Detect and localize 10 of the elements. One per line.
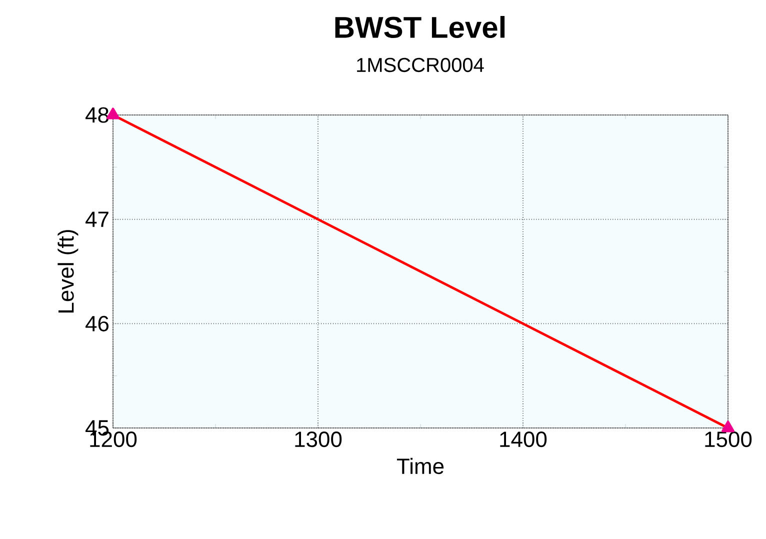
x-tick-label: 1300: [295, 432, 342, 448]
chart-title: BWST Level: [335, 16, 505, 38]
x-tick-label: 1500: [705, 432, 752, 448]
y-axis-title: Level (ft): [58, 230, 78, 312]
y-tick-label: 46: [86, 316, 109, 332]
x-axis-title: Time: [396, 458, 444, 474]
y-tick-label: 48: [86, 107, 109, 123]
y-tick-label: 47: [86, 212, 108, 227]
chart-subtitle: 1MSCCR0004: [357, 58, 484, 72]
x-tick-label: 1400: [500, 432, 547, 448]
